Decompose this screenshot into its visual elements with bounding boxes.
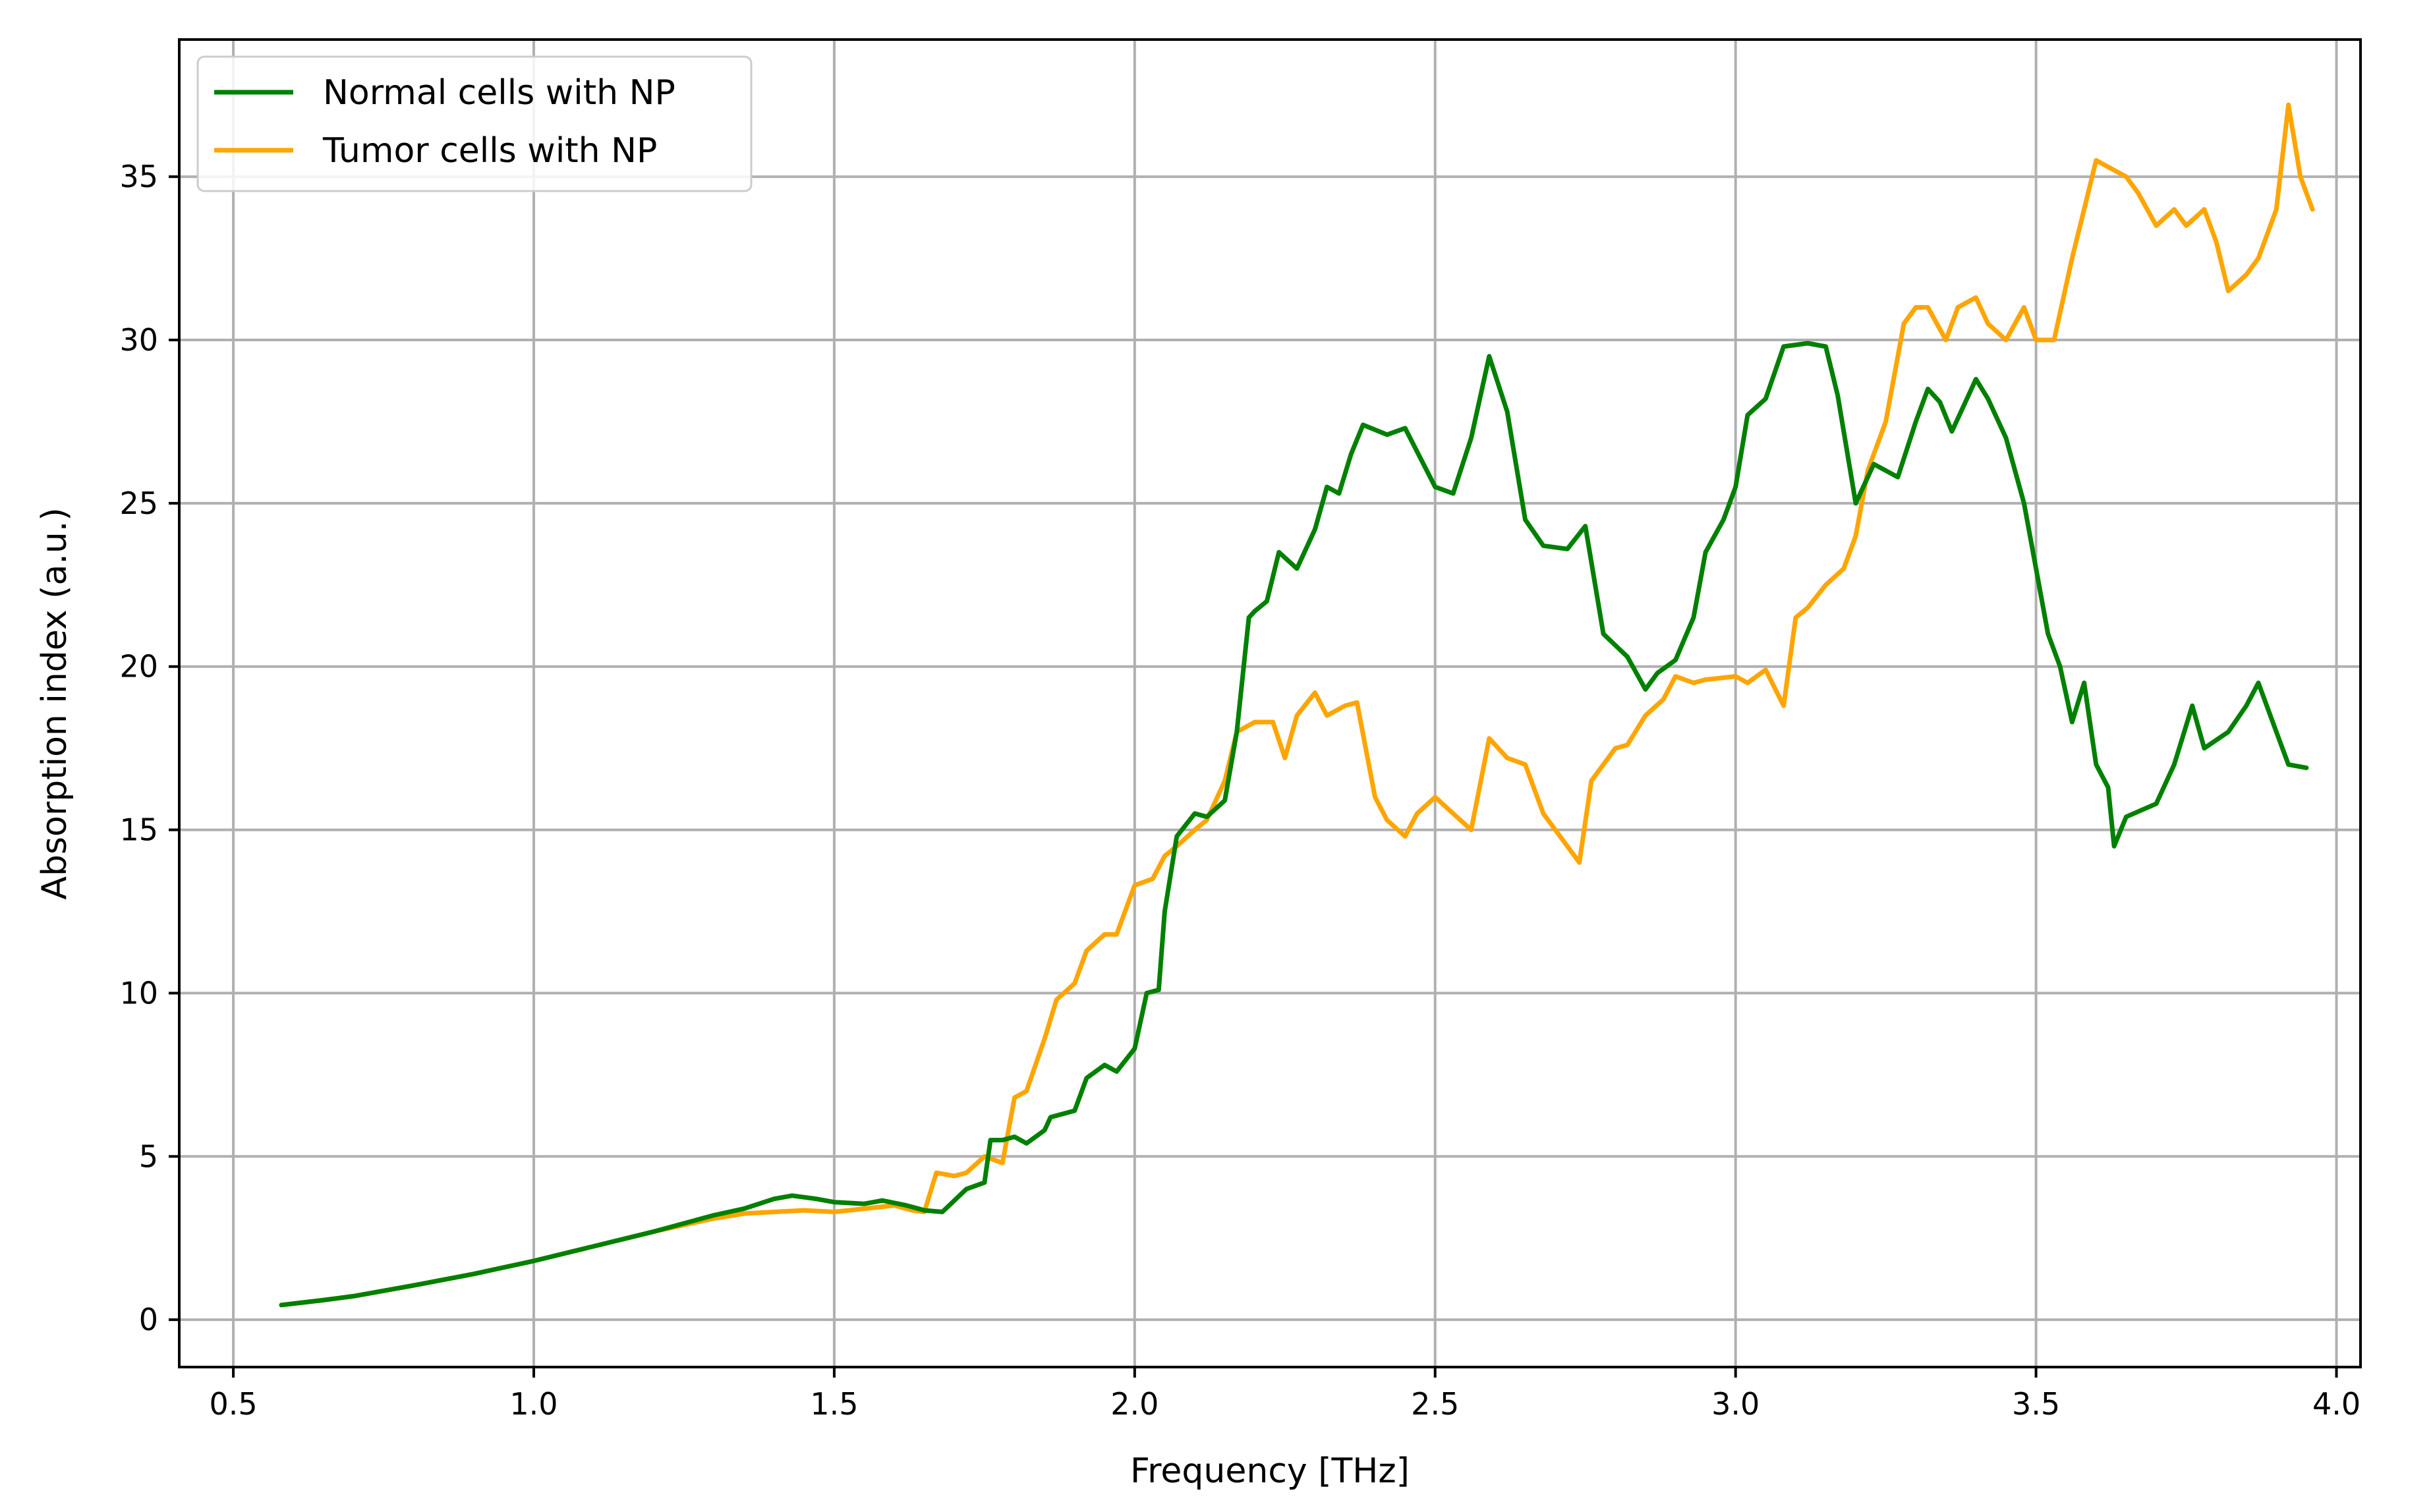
y-tick-label: 10 bbox=[119, 975, 158, 1011]
y-tick-label: 35 bbox=[119, 159, 158, 194]
legend-label-normal-cells: Normal cells with NP bbox=[323, 73, 675, 113]
y-axis-title: Absorption index (a.u.) bbox=[35, 507, 74, 899]
y-tick-label: 25 bbox=[119, 486, 158, 521]
grid-lines bbox=[179, 40, 2361, 1367]
x-tick-label: 3.5 bbox=[2012, 1386, 2060, 1422]
x-tick-label: 4.0 bbox=[2312, 1386, 2361, 1422]
x-axis: 0.5 1.0 1.5 2.0 2.5 3.0 3.5 4.0 bbox=[209, 1367, 2361, 1422]
y-tick-label: 5 bbox=[139, 1138, 158, 1174]
x-tick-label: 1.0 bbox=[509, 1386, 558, 1422]
series-line-tumor-cells bbox=[279, 102, 2315, 1308]
x-tick-label: 2.0 bbox=[1110, 1386, 1159, 1422]
y-tick-label: 30 bbox=[119, 322, 158, 358]
y-tick-label: 20 bbox=[119, 649, 158, 685]
legend: Normal cells with NP Tumor cells with NP bbox=[196, 55, 753, 192]
x-tick-label: 2.5 bbox=[1411, 1386, 1459, 1422]
y-tick-label: 15 bbox=[119, 812, 158, 848]
x-tick-label: 0.5 bbox=[209, 1386, 257, 1422]
legend-label-tumor-cells: Tumor cells with NP bbox=[322, 131, 657, 171]
x-tick-label: 1.5 bbox=[810, 1386, 858, 1422]
series-line-normal-cells bbox=[279, 341, 2309, 1308]
x-tick-label: 3.0 bbox=[1711, 1386, 1760, 1422]
x-axis-title: Frequency [THz] bbox=[1130, 1451, 1410, 1491]
plot-area-frame bbox=[178, 38, 2362, 1368]
y-tick-label: 0 bbox=[139, 1302, 158, 1337]
legend-box bbox=[196, 55, 753, 192]
series-layer bbox=[279, 102, 2315, 1308]
y-axis: 0 5 10 15 20 25 30 35 bbox=[119, 159, 179, 1337]
